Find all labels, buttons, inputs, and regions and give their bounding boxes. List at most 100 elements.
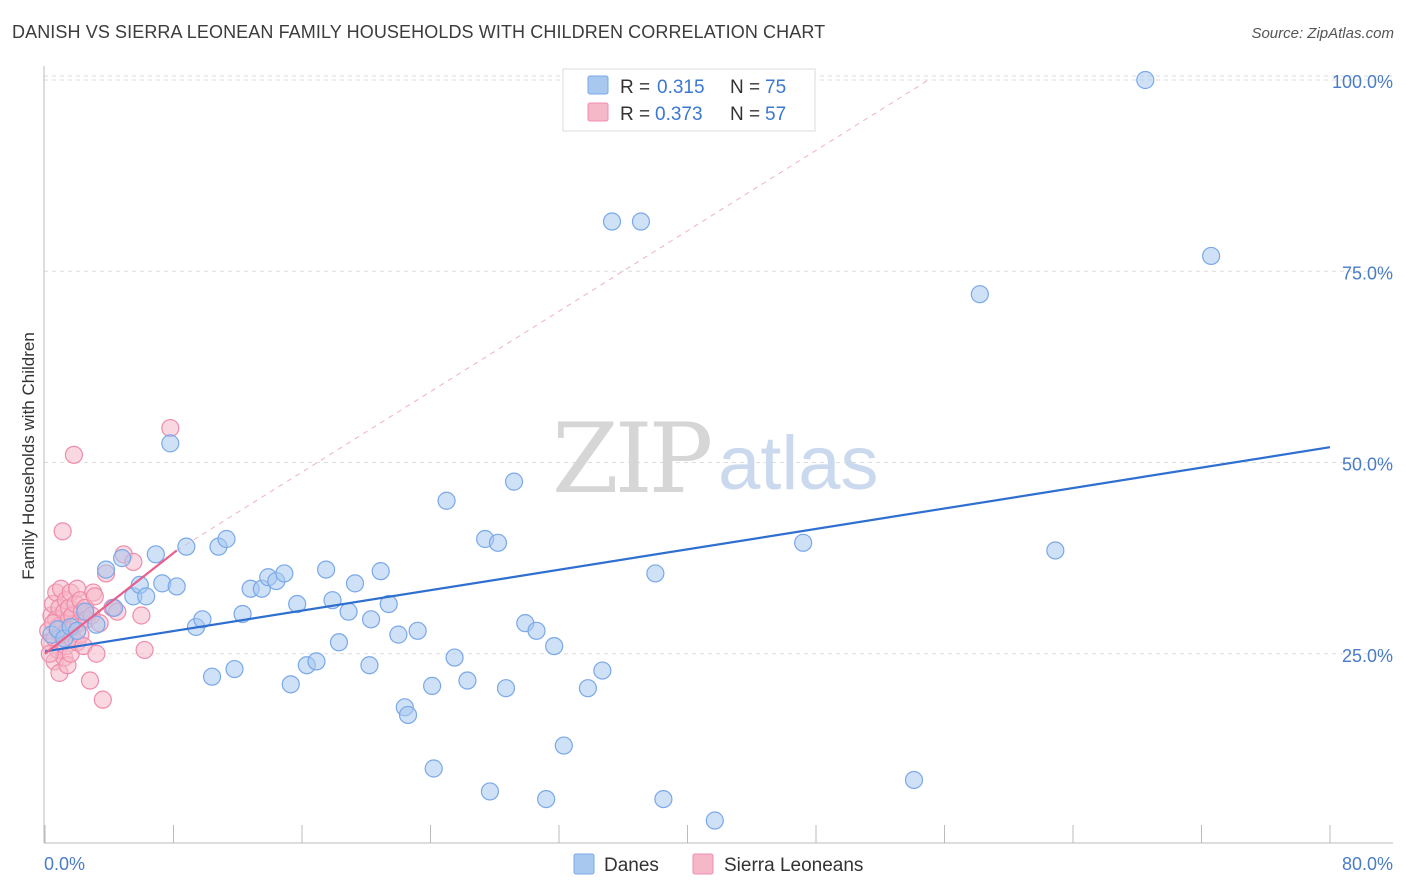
x-tick-max: 80.0% xyxy=(1342,854,1393,874)
reference-line xyxy=(176,79,929,551)
trend-lines xyxy=(44,446,1331,655)
danes-point xyxy=(437,491,456,510)
danes-point xyxy=(112,549,132,568)
legend-n-value-2: 57 xyxy=(765,104,786,125)
danes-point xyxy=(654,789,673,809)
danes-point xyxy=(705,811,724,830)
danes-point xyxy=(329,633,349,652)
danes-point xyxy=(371,562,390,581)
danes-point xyxy=(480,782,500,801)
danes-point xyxy=(593,661,612,680)
sierra-leonean-point xyxy=(135,640,154,660)
danes-point xyxy=(146,545,165,564)
danes-point xyxy=(1136,70,1155,90)
danes-point xyxy=(76,602,95,621)
danes-point xyxy=(193,610,212,629)
danes-point xyxy=(360,656,379,675)
sierra-leonean-point xyxy=(132,606,151,625)
legend-n-label-2: N = xyxy=(730,104,760,125)
sierra-leonean-trend-line xyxy=(44,549,178,655)
danes-point xyxy=(970,285,989,304)
danes-point xyxy=(361,610,381,629)
sierra-leonean-point xyxy=(40,644,59,663)
danes-point xyxy=(545,636,564,656)
danes-point xyxy=(96,560,116,579)
danes-point xyxy=(1046,541,1065,560)
legend-n-value-1: 75 xyxy=(765,77,786,98)
danes-point xyxy=(424,759,443,778)
watermark-atlas: atlas xyxy=(718,421,879,506)
danes-point xyxy=(496,679,516,698)
danes-point xyxy=(631,212,651,231)
bottom-legend-sierra-leoneans: Sierra Leoneans xyxy=(724,855,863,876)
danes-point xyxy=(554,736,573,755)
axes xyxy=(43,66,1393,844)
danes-point xyxy=(488,533,508,552)
danes-point xyxy=(339,602,358,621)
y-tick-label: 75.0% xyxy=(1342,263,1393,283)
danes-point xyxy=(225,659,244,679)
watermark: ZIP atlas xyxy=(552,403,879,515)
danes-point xyxy=(458,671,477,690)
legend-swatch-sierra-leoneans xyxy=(587,102,609,122)
danes-point xyxy=(504,472,524,491)
danes-point xyxy=(398,705,418,725)
sierra-leonean-point xyxy=(93,690,112,709)
danes-point xyxy=(217,529,236,549)
legend-n-label-1: N = xyxy=(730,77,760,98)
sierra-leonean-point xyxy=(80,671,100,690)
danes-point xyxy=(161,434,180,453)
grid-lines xyxy=(44,75,1393,655)
danes-point xyxy=(578,679,598,698)
chart-source: Source: ZipAtlas.com xyxy=(1251,25,1394,42)
bottom-legend-danes: Danes xyxy=(604,855,659,876)
sierra-leonean-point xyxy=(87,644,106,663)
danes-point xyxy=(423,676,442,695)
watermark-zip: ZIP xyxy=(552,403,711,515)
danes-point xyxy=(202,667,222,686)
danes-point xyxy=(275,564,294,583)
chart-title: DANISH VS SIERRA LEONEAN FAMILY HOUSEHOL… xyxy=(12,22,826,42)
danes-point xyxy=(281,675,300,694)
danes-point xyxy=(307,652,326,671)
y-tick-labels: 25.0% 50.0% 75.0% 100.0% xyxy=(1332,72,1393,666)
danes-point xyxy=(233,604,252,624)
danes-point xyxy=(389,625,408,644)
danes-point xyxy=(408,621,427,640)
danes-point xyxy=(379,594,398,614)
danes-point xyxy=(177,537,196,556)
danes-point xyxy=(288,594,307,614)
danes-point xyxy=(794,533,813,552)
bottom-legend-swatch-sierra-leoneans xyxy=(692,853,714,875)
y-tick-label: 25.0% xyxy=(1342,646,1393,666)
legend-r-label-1: R = xyxy=(620,77,650,98)
danes-point xyxy=(527,621,546,640)
danes-point xyxy=(537,789,556,809)
sierra-leonean-point xyxy=(85,587,104,606)
danes-points xyxy=(42,70,1221,830)
bottom-legend: Danes Sierra Leoneans xyxy=(573,853,863,876)
legend: R = 0.315 N = 75 R = 0.373 N = 57 xyxy=(562,68,816,132)
sierra-leonean-point xyxy=(64,445,84,464)
legend-r-value-1: 0.315 xyxy=(657,77,705,98)
danes-point xyxy=(1202,246,1221,266)
sierra-leonean-point xyxy=(53,522,72,541)
legend-swatch-danes xyxy=(587,75,609,95)
y-axis-label: Family Households with Children xyxy=(19,332,38,580)
y-tick-label: 50.0% xyxy=(1342,455,1393,475)
sierra-leonean-point xyxy=(161,418,180,438)
danes-point xyxy=(602,212,622,231)
danes-point xyxy=(904,770,924,790)
danes-point xyxy=(345,574,365,593)
legend-r-value-2: 0.373 xyxy=(655,104,703,125)
danes-point xyxy=(167,577,186,596)
legend-r-label-2: R = xyxy=(620,104,650,125)
danes-point xyxy=(646,564,665,583)
y-tick-label: 100.0% xyxy=(1332,72,1393,92)
reference-diagonal-line xyxy=(176,79,929,551)
danes-trend-line xyxy=(44,446,1331,653)
danes-point xyxy=(316,560,336,579)
danes-point xyxy=(137,587,156,606)
danes-point xyxy=(87,615,106,634)
